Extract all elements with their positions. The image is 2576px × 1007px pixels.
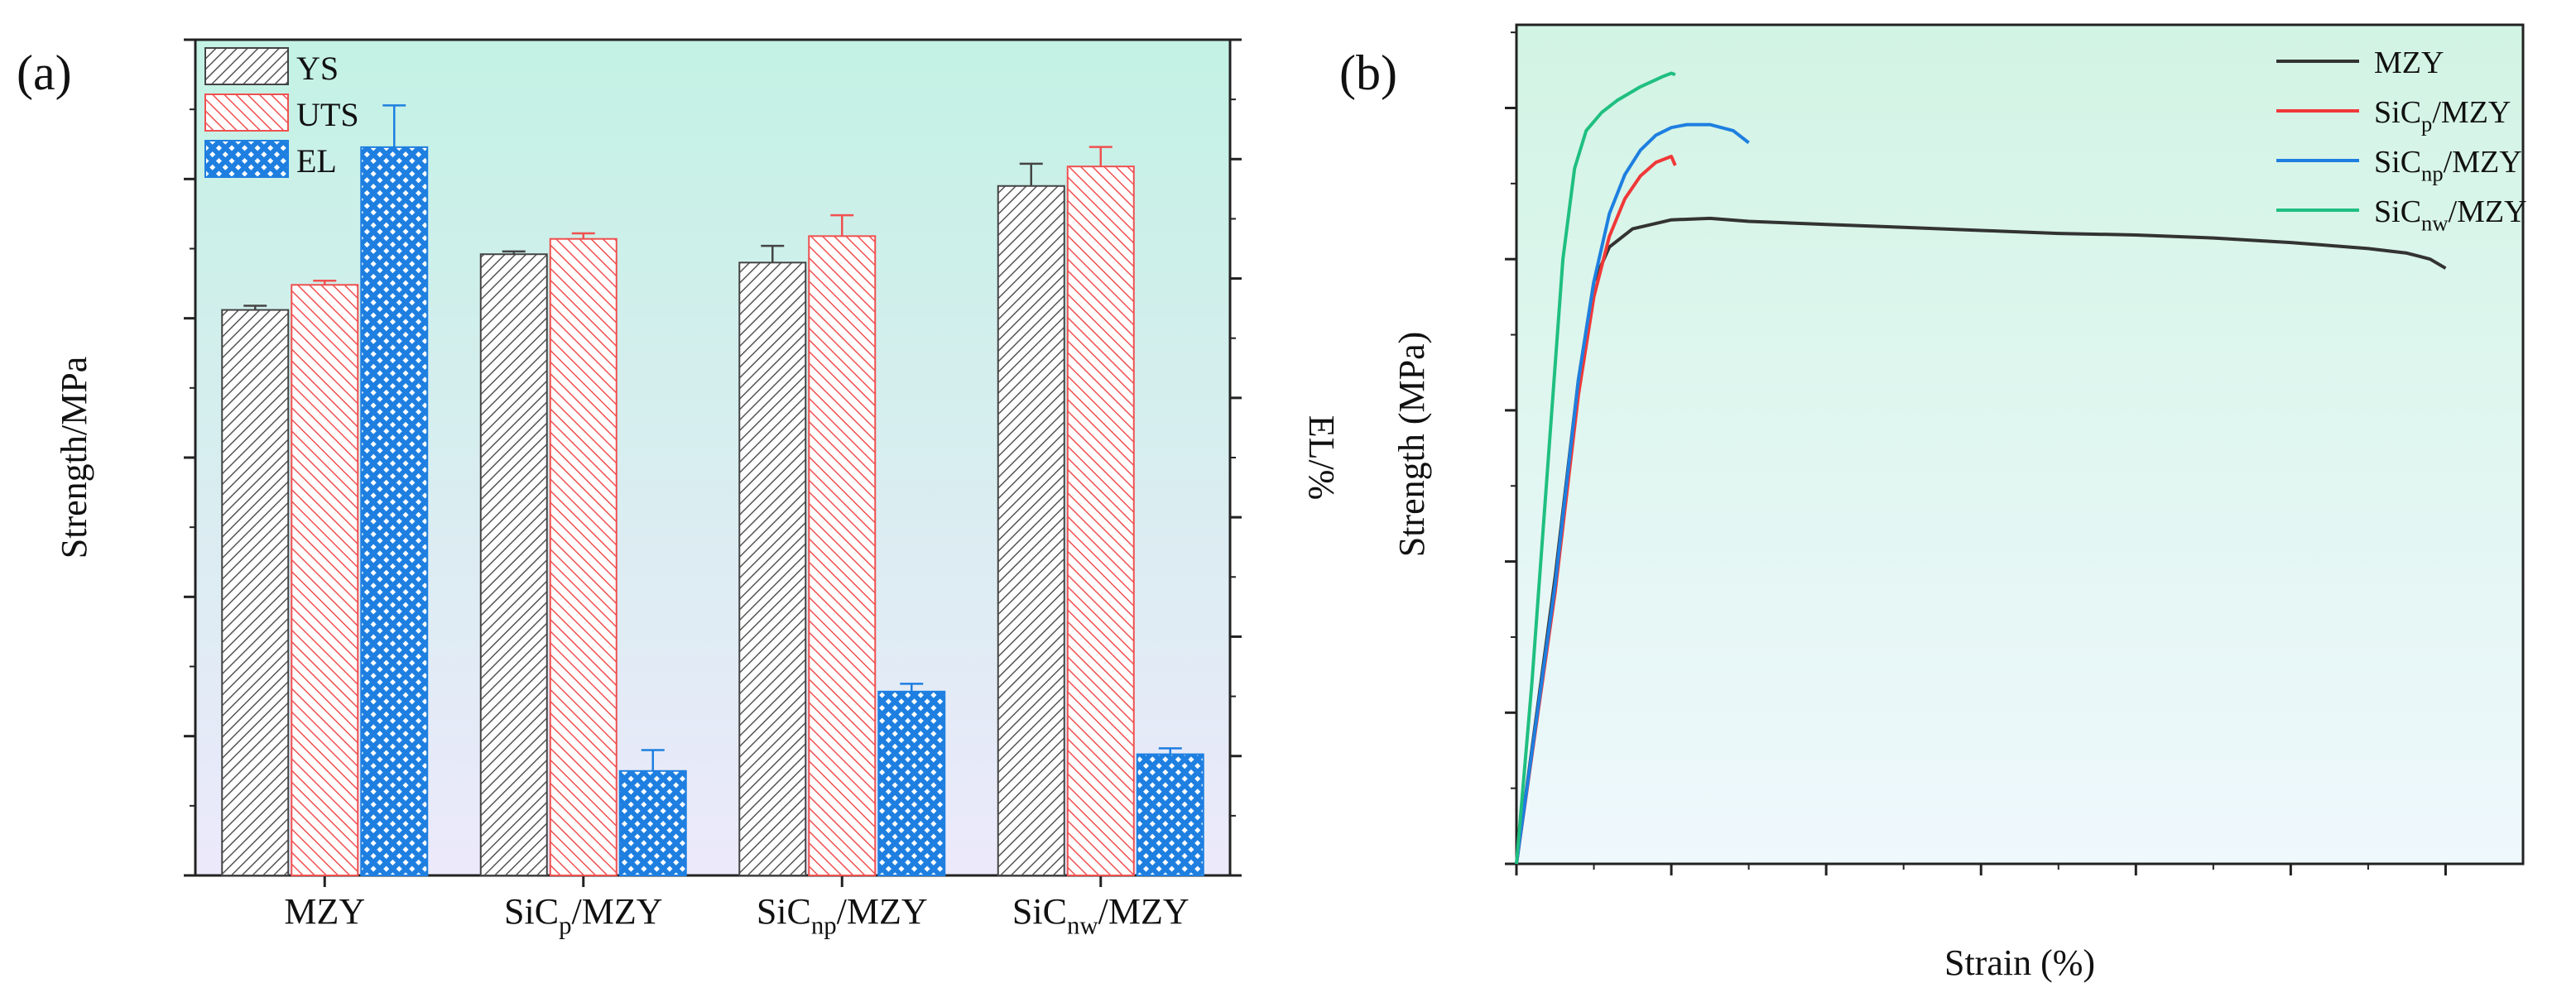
legend-label-2: SiCnp/MZY bbox=[2374, 145, 2522, 186]
bar-ys-2 bbox=[738, 261, 807, 877]
panel-a-legend: YS UTS EL bbox=[204, 47, 359, 180]
panel-b-x-axis-label: Strain (%) bbox=[1944, 942, 2095, 983]
panel-b-label: (b) bbox=[1339, 46, 1397, 100]
a-xtick-label-2-base: SiC bbox=[757, 891, 811, 932]
panel-a-x-tick-labels: MZY SiCp/MZY SiCnp/MZY SiCnw/MZY bbox=[284, 891, 1189, 939]
legend-label-2-sub: np bbox=[2421, 161, 2444, 186]
bar-uts-3 bbox=[1066, 165, 1135, 876]
legend-label-1-base: SiC bbox=[2374, 95, 2421, 130]
a-xtick-label-2-tail: /MZY bbox=[837, 891, 928, 932]
a-xtick-label-1-sub: p bbox=[559, 911, 571, 939]
a-xtick-label-1: SiCp/MZY bbox=[504, 891, 662, 939]
bar-ys-1 bbox=[479, 253, 548, 876]
legend-label-3-sub: nw bbox=[2421, 211, 2449, 236]
curve-sicnp-mzy bbox=[1515, 122, 1750, 865]
legend-label-2-base: SiC bbox=[2374, 145, 2421, 180]
legend-label-0-base: MZY bbox=[2374, 46, 2444, 80]
panel-b-lines bbox=[1515, 71, 2447, 865]
a-xtick-label-1-base: SiC bbox=[504, 891, 559, 932]
panel-b: (b) Strain (%) Strength (MPa) MZYSiCp/MZ… bbox=[1339, 23, 2527, 983]
panel-a: (a) MZY SiCp/MZY SiCnp/MZY SiCnw/MZY Streng… bbox=[17, 38, 1342, 939]
panel-a-axes bbox=[184, 38, 1242, 887]
legend-label-ys: YS bbox=[296, 50, 339, 87]
legend-label-1-tail: /MZY bbox=[2432, 95, 2511, 130]
a-xtick-label-3-sub: nw bbox=[1067, 911, 1098, 939]
panel-b-axes bbox=[1505, 31, 2447, 875]
panel-a-bars bbox=[221, 104, 1204, 877]
legend-label-el: EL bbox=[296, 142, 337, 180]
a-xtick-label-0-base: MZY bbox=[284, 891, 365, 932]
panel-a-y2-axis-label: EL/% bbox=[1301, 415, 1342, 501]
a-xtick-label-2: SiCnp/MZY bbox=[757, 891, 928, 939]
bar-el-2 bbox=[877, 690, 946, 876]
bar-ys-0 bbox=[221, 309, 290, 877]
panel-a-y-axis-label: Strength/MPa bbox=[54, 357, 94, 559]
bar-el-1 bbox=[618, 770, 687, 876]
a-xtick-label-3-base: SiC bbox=[1012, 891, 1067, 932]
legend-label-3: SiCnw/MZY bbox=[2374, 194, 2527, 236]
panel-a-label: (a) bbox=[17, 46, 72, 100]
a-xtick-label-3: SiCnw/MZY bbox=[1012, 891, 1189, 939]
panel-b-y-axis-label: Strength (MPa) bbox=[1391, 332, 1432, 558]
legend-label-0: MZY bbox=[2374, 46, 2444, 80]
a-xtick-label-3-tail: /MZY bbox=[1098, 891, 1189, 932]
bar-el-3 bbox=[1136, 753, 1204, 876]
legend-swatch-el bbox=[204, 140, 289, 178]
bar-ys-3 bbox=[997, 185, 1065, 876]
a-xtick-label-0: MZY bbox=[284, 891, 365, 932]
a-xtick-label-2-sub: np bbox=[811, 911, 837, 939]
bar-el-0 bbox=[360, 146, 429, 877]
legend-swatch-ys bbox=[204, 47, 289, 85]
legend-swatch-uts bbox=[204, 94, 289, 132]
legend-label-1: SiCp/MZY bbox=[2374, 95, 2511, 137]
legend-label-3-tail: /MZY bbox=[2449, 194, 2527, 229]
bar-uts-1 bbox=[549, 237, 618, 876]
legend-label-3-base: SiC bbox=[2374, 194, 2421, 229]
legend-label-uts: UTS bbox=[296, 96, 359, 133]
bar-uts-0 bbox=[291, 284, 359, 876]
curve-sicnw-mzy bbox=[1515, 71, 1676, 865]
bar-uts-2 bbox=[808, 235, 877, 877]
legend-label-2-tail: /MZY bbox=[2444, 145, 2522, 180]
panel-b-plot-area bbox=[1515, 23, 2525, 866]
legend-label-1-sub: p bbox=[2421, 112, 2432, 137]
a-xtick-label-1-tail: /MZY bbox=[571, 891, 662, 932]
